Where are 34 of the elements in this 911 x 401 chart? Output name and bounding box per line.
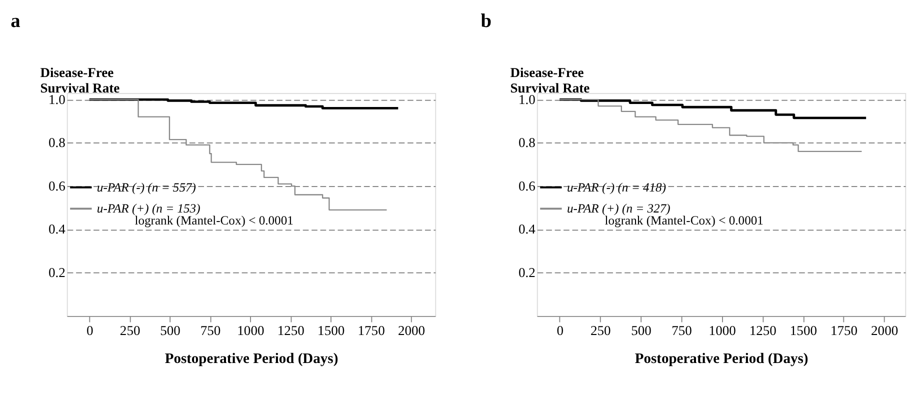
x-tick-label: 0 bbox=[556, 322, 564, 338]
y-tick-label: 0.6 bbox=[48, 178, 66, 194]
x-tick-label: 1750 bbox=[830, 322, 858, 338]
x-tick-label: 250 bbox=[120, 322, 140, 338]
x-tick-label: 750 bbox=[200, 322, 221, 338]
legend-label: u-PAR (-) (n = 557) bbox=[96, 180, 196, 194]
legend-label: u-PAR (+) (n = 153) bbox=[96, 202, 200, 216]
x-tick-label: 2000 bbox=[871, 322, 898, 338]
x-tick-label: 750 bbox=[672, 322, 692, 338]
x-tick-label: 1500 bbox=[318, 322, 345, 338]
legend-label: u-PAR (-) (n = 418) bbox=[566, 180, 666, 194]
y-tick-label: 0.4 bbox=[48, 222, 66, 237]
legend-label: u-PAR (+) (n = 327) bbox=[566, 202, 670, 216]
y-tick-label: 0.8 bbox=[518, 135, 536, 150]
x-axis-title: Postoperative Period (Days) bbox=[164, 350, 338, 367]
x-tick-label: 1500 bbox=[790, 322, 818, 338]
y-tick-label: 0.4 bbox=[518, 222, 536, 237]
x-tick-label: 500 bbox=[631, 322, 652, 338]
x-tick-label: 250 bbox=[590, 322, 612, 338]
x-tick-label: 500 bbox=[160, 322, 181, 338]
y-tick-label: 0.2 bbox=[48, 265, 66, 280]
chart-title: a bbox=[10, 11, 21, 32]
chart-title: b bbox=[480, 11, 492, 32]
x-tick-label: 1000 bbox=[708, 322, 736, 338]
x-tick-label: 1750 bbox=[358, 322, 386, 338]
y-tick-label: 0.8 bbox=[48, 135, 66, 150]
x-tick-label: 1250 bbox=[277, 322, 305, 338]
x-tick-label: 1000 bbox=[237, 322, 264, 338]
x-tick-label: 0 bbox=[86, 322, 94, 338]
x-axis-title: Postoperative Period (Days) bbox=[634, 350, 808, 367]
y-tick-label: 0.6 bbox=[518, 178, 536, 194]
x-tick-label: 2000 bbox=[398, 322, 426, 338]
y-tick-label: 0.2 bbox=[518, 265, 536, 280]
x-tick-label: 1250 bbox=[749, 322, 777, 338]
